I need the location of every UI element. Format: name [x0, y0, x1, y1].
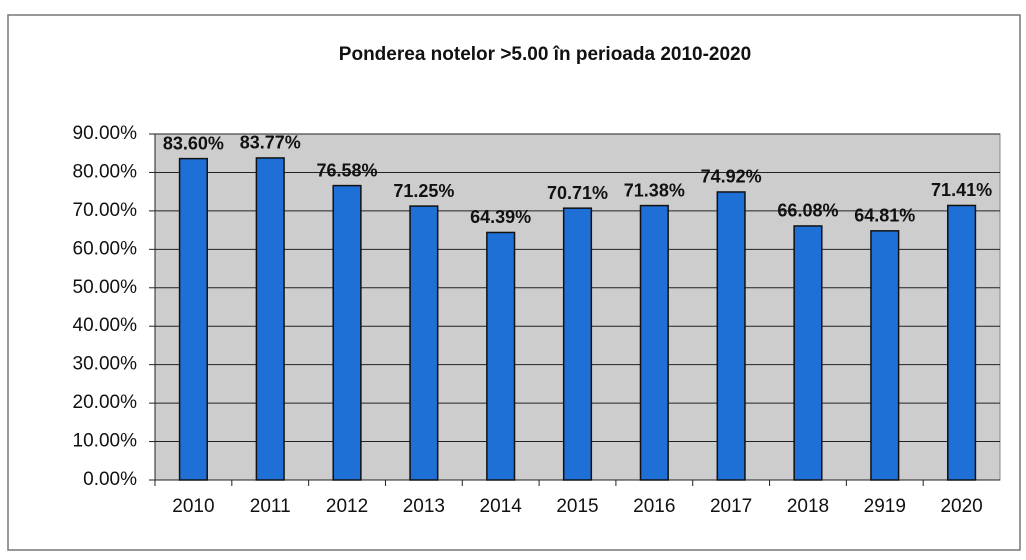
value-label: 76.58% [317, 160, 378, 180]
x-tick-label: 2020 [940, 496, 982, 517]
y-tick-label: 50.00% [73, 277, 138, 298]
x-tick-label: 2014 [480, 496, 523, 517]
x-tick-label: 2015 [556, 496, 598, 517]
value-label: 71.38% [624, 180, 685, 200]
y-tick-label: 0.00% [83, 469, 137, 490]
x-tick-label: 2013 [403, 496, 445, 517]
value-label: 83.77% [240, 133, 301, 153]
bar [716, 191, 746, 481]
bar [793, 225, 823, 481]
bar [562, 207, 593, 481]
value-label: 64.39% [470, 207, 531, 227]
bar [639, 204, 669, 481]
x-tick-label: 2012 [326, 496, 368, 517]
x-tick-label: 2018 [787, 496, 829, 517]
bar [947, 204, 977, 481]
y-tick-label: 90.00% [73, 123, 138, 144]
bar [178, 157, 208, 481]
value-label: 83.60% [163, 133, 224, 153]
x-tick-label: 2011 [250, 496, 291, 517]
value-label: 66.08% [777, 201, 838, 221]
y-tick-label: 40.00% [73, 315, 138, 336]
value-label: 71.41% [931, 180, 992, 200]
bar [332, 184, 362, 481]
y-tick-label: 20.00% [73, 392, 138, 413]
bar [255, 157, 285, 481]
y-tick-label: 10.00% [73, 431, 138, 452]
x-tick-label: 2919 [864, 496, 906, 517]
chart-title: Ponderea notelor >5.00 în perioada 2010-… [339, 44, 751, 65]
x-tick-label: 2016 [633, 496, 675, 517]
bar [870, 230, 900, 481]
value-label: 64.81% [854, 206, 915, 226]
y-tick-label: 30.00% [73, 354, 138, 375]
y-tick-label: 70.00% [73, 200, 138, 221]
y-tick-label: 80.00% [73, 161, 138, 182]
bar [409, 205, 439, 481]
value-label: 71.25% [393, 181, 454, 201]
bar [486, 231, 516, 481]
y-tick-label: 60.00% [73, 238, 138, 259]
x-tick-label: 2017 [710, 496, 752, 517]
value-label: 74.92% [701, 167, 762, 187]
value-label: 70.71% [547, 183, 608, 203]
x-tick-label: 2010 [172, 496, 214, 517]
